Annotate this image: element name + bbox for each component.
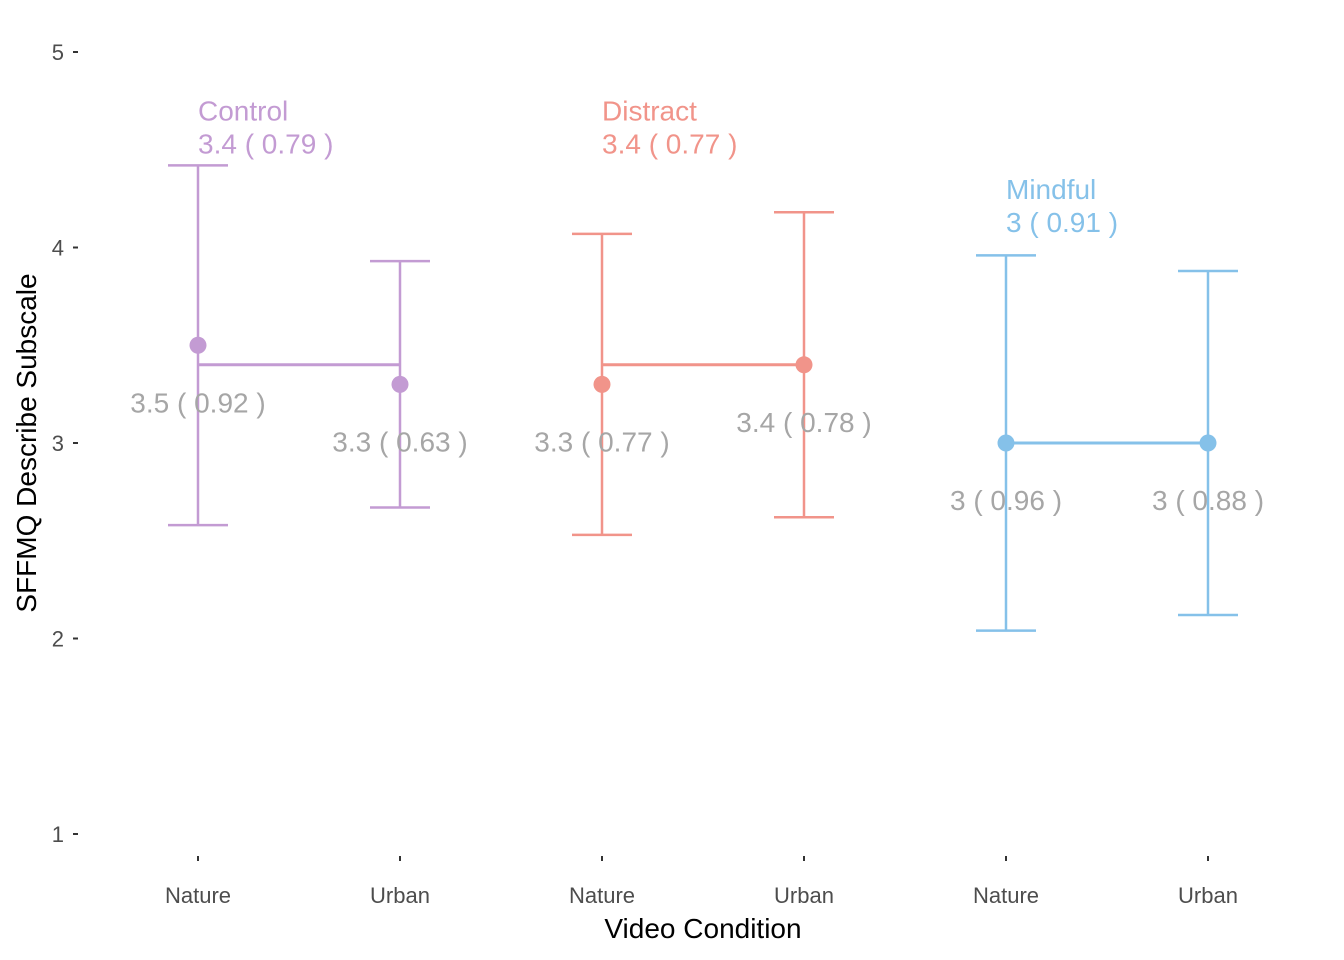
y-axis-title: SFFMQ Describe Subscale	[11, 273, 42, 612]
distract-point	[593, 375, 611, 393]
y-tick-label: 1	[52, 822, 64, 847]
control-group-name: Control	[198, 96, 288, 127]
y-tick-label: 5	[52, 40, 64, 65]
x-axis-title: Video Condition	[604, 913, 801, 944]
distract-point	[795, 356, 813, 374]
distract-group-name: Distract	[602, 96, 697, 127]
x-tick-label: Urban	[774, 883, 834, 908]
x-tick-label: Nature	[569, 883, 635, 908]
mindful-point-label: 3 ( 0.96 )	[950, 485, 1062, 516]
distract-point-label: 3.3 ( 0.77 )	[534, 426, 669, 457]
control-point	[189, 336, 207, 354]
x-tick-label: Nature	[973, 883, 1039, 908]
control-point-label: 3.3 ( 0.63 )	[332, 426, 467, 457]
mindful-group-summary: 3 ( 0.91 )	[1006, 207, 1118, 238]
control-group-summary: 3.4 ( 0.79 )	[198, 129, 333, 160]
y-tick-label: 3	[52, 431, 64, 456]
distract-group-summary: 3.4 ( 0.77 )	[602, 129, 737, 160]
distract-point-label: 3.4 ( 0.78 )	[736, 407, 871, 438]
mindful-point	[997, 434, 1015, 452]
control-point	[391, 375, 409, 393]
mindful-group-name: Mindful	[1006, 174, 1096, 205]
y-tick-label: 2	[52, 627, 64, 652]
control-point-label: 3.5 ( 0.92 )	[130, 387, 265, 418]
x-axis: Nature Urban Nature Urban Nature Urban	[165, 856, 1238, 908]
mindful-point	[1199, 434, 1217, 452]
y-tick-label: 4	[52, 236, 64, 261]
x-tick-label: Urban	[1178, 883, 1238, 908]
mindful-point-label: 3 ( 0.88 )	[1152, 485, 1264, 516]
y-axis: 1 2 3 4 5	[52, 40, 78, 847]
x-tick-label: Nature	[165, 883, 231, 908]
x-tick-label: Urban	[370, 883, 430, 908]
